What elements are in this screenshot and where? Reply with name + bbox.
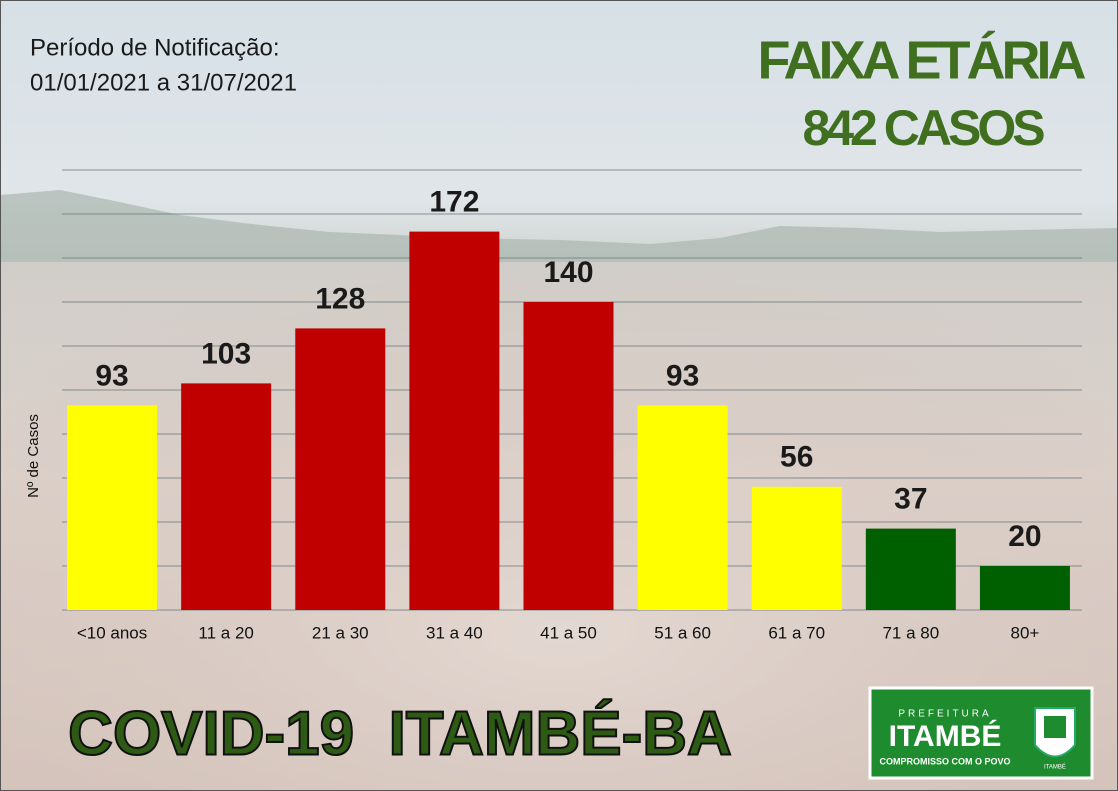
x-tick-label: 51 a 60	[654, 623, 711, 642]
x-tick-label: 71 a 80	[882, 623, 939, 642]
value-label: 20	[1008, 520, 1041, 553]
bar	[751, 486, 842, 610]
bar	[409, 231, 500, 610]
logo-motto: COMPROMISSO COM O POVO	[879, 756, 1010, 766]
value-label: 103	[201, 337, 251, 370]
x-tick-label: 31 a 40	[426, 623, 483, 642]
x-tick-label: 61 a 70	[768, 623, 825, 642]
value-label: 93	[666, 359, 699, 392]
value-label: 93	[95, 359, 128, 392]
x-tick-label: <10 anos	[77, 623, 147, 642]
bar	[979, 566, 1070, 610]
x-tick-label: 80+	[1011, 623, 1040, 642]
bar	[637, 405, 728, 610]
value-label: 172	[429, 186, 479, 219]
bar	[295, 328, 386, 610]
value-label: 37	[894, 483, 927, 516]
value-label: 128	[315, 282, 365, 315]
chart-subtitle: 842 CASOS	[802, 100, 1044, 156]
x-tick-label: 41 a 50	[540, 623, 597, 642]
x-tick-label: 21 a 30	[312, 623, 369, 642]
bar	[181, 383, 272, 610]
logo-top: PREFEITURA	[898, 709, 991, 720]
logo: PREFEITURA ITAMBÉ COMPROMISSO COM O POVO…	[868, 686, 1094, 780]
logo-crest: ITAMBÉ	[1044, 764, 1066, 771]
logo-name: ITAMBÉ	[889, 719, 1002, 753]
x-tick-label: 11 a 20	[198, 623, 253, 642]
chart-title: FAIXA ETÁRIA	[757, 30, 1085, 90]
y-axis-label: Nº de Casos	[25, 414, 42, 498]
period-label: Período de Notificação:	[30, 34, 279, 61]
footer: COVID-19 ITAMBÉ-BA	[68, 699, 732, 768]
bar	[67, 405, 158, 610]
value-label: 140	[543, 256, 593, 289]
value-label: 56	[780, 441, 813, 474]
bar	[523, 302, 614, 610]
bar	[865, 528, 956, 610]
period: 01/01/2021 a 31/07/2021	[30, 69, 297, 96]
